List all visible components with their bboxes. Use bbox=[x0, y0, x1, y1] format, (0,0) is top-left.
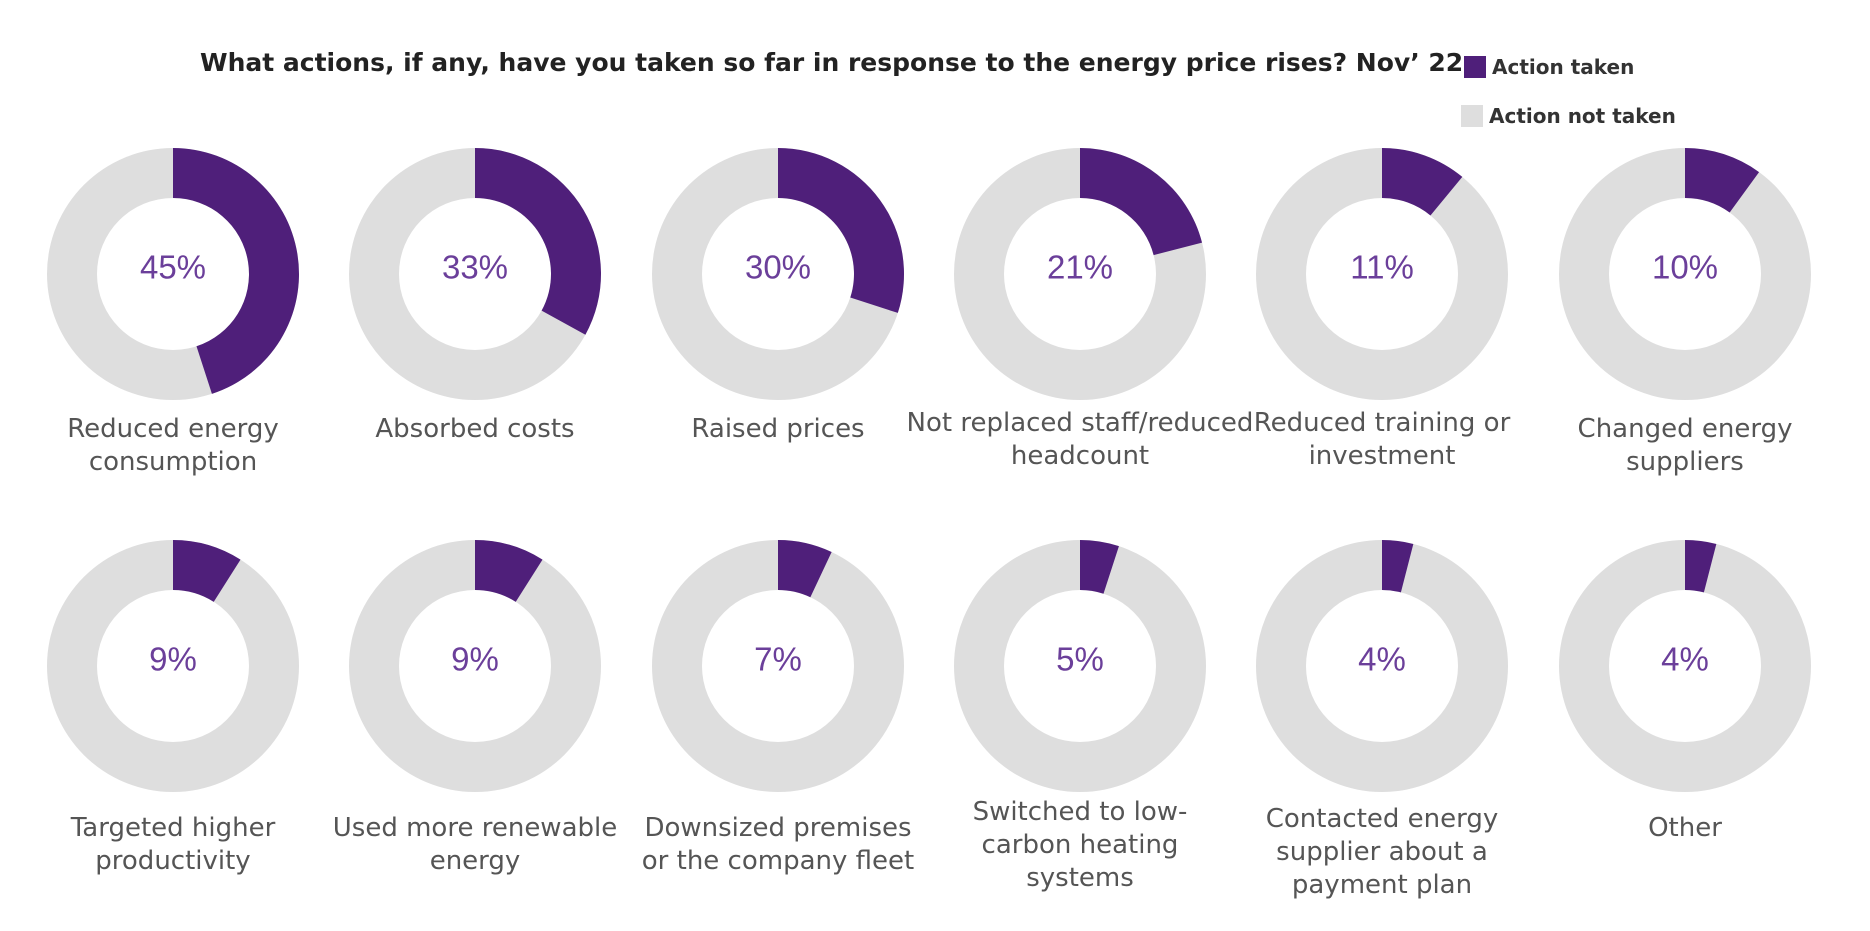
category-label: Not replaced staff/reduced headcount bbox=[907, 408, 1254, 471]
category-label: Reduced energy consumption bbox=[67, 414, 279, 477]
value-label: 5% bbox=[1056, 641, 1104, 678]
category-label: Absorbed costs bbox=[375, 414, 574, 444]
legend-label-action-not-taken: Action not taken bbox=[1489, 104, 1676, 128]
donut-slice-not-taken bbox=[1256, 540, 1508, 792]
category-label: Reduced training or investment bbox=[1254, 408, 1511, 471]
donut-other: 4% Other bbox=[1559, 540, 1811, 843]
value-label: 11% bbox=[1350, 249, 1414, 286]
donut-changed-energy-suppliers: 10% Changed energy suppliers bbox=[1559, 148, 1811, 477]
donut-slice-not-taken bbox=[47, 540, 299, 792]
category-label: Raised prices bbox=[691, 414, 864, 444]
donut-not-replaced-staff-reduced-headcount: 21% Not replaced staff/reduced headcount bbox=[907, 148, 1254, 471]
donut-slice-taken bbox=[778, 148, 904, 313]
category-label: Switched to low-carbon heating systems bbox=[973, 797, 1188, 893]
category-label-line: energy bbox=[430, 846, 521, 876]
chart-title: What actions, if any, have you taken so … bbox=[200, 48, 1463, 77]
category-label-line: investment bbox=[1309, 441, 1456, 471]
value-label: 9% bbox=[451, 641, 499, 678]
donut-slice-taken bbox=[173, 540, 241, 602]
category-label-line: Downsized premises bbox=[644, 813, 911, 843]
category-label-line: Reduced energy bbox=[67, 414, 279, 444]
donut-downsized-premises-or-the-company-fleet: 7% Downsized premises or the company fleet bbox=[642, 540, 914, 876]
donut-slice-taken bbox=[1685, 540, 1717, 593]
category-label-line: Not replaced staff/reduced bbox=[907, 408, 1254, 438]
category-label: Changed energy suppliers bbox=[1578, 414, 1793, 477]
donut-slice-taken bbox=[778, 540, 832, 598]
donut-slice-not-taken bbox=[349, 540, 601, 792]
category-label: Used more renewable energy bbox=[333, 813, 617, 876]
donut-used-more-renewable-energy: 9% Used more renewable energy bbox=[333, 540, 617, 876]
donut-slice-taken bbox=[1080, 148, 1203, 256]
donut-slice-not-taken bbox=[954, 540, 1206, 792]
donut-switched-to-low-carbon-heating-systems: 5% Switched to low-carbon heating systems bbox=[954, 540, 1206, 893]
donut-slice-not-taken bbox=[1256, 148, 1508, 400]
donut-slice-taken bbox=[173, 148, 300, 394]
category-label-line: Used more renewable bbox=[333, 813, 617, 843]
category-label-line: Absorbed costs bbox=[375, 414, 574, 444]
legend-swatch-action-taken bbox=[1464, 56, 1486, 78]
value-label: 21% bbox=[1047, 249, 1113, 286]
legend-swatch-action-not-taken bbox=[1461, 105, 1483, 127]
category-label-line: suppliers bbox=[1626, 447, 1744, 477]
value-label: 4% bbox=[1358, 641, 1406, 678]
donut-slice-not-taken bbox=[652, 540, 904, 792]
value-label: 10% bbox=[1652, 249, 1718, 286]
donut-absorbed-costs: 33% Absorbed costs bbox=[349, 148, 602, 444]
value-label: 7% bbox=[754, 641, 802, 678]
category-label: Downsized premises or the company fleet bbox=[642, 813, 914, 876]
category-label-line: systems bbox=[1026, 863, 1134, 893]
category-label-line: Switched to low- bbox=[973, 797, 1188, 827]
donut-targeted-higher-productivity: 9% Targeted higher productivity bbox=[47, 540, 299, 876]
donut-slice-taken bbox=[475, 540, 543, 602]
donut-slice-not-taken bbox=[1559, 148, 1811, 400]
category-label-line: Targeted higher bbox=[70, 813, 276, 843]
value-label: 45% bbox=[140, 249, 206, 286]
donut-slice-not-taken bbox=[1559, 540, 1811, 792]
legend: Action taken Action not taken bbox=[1461, 55, 1676, 128]
donut-slice-taken bbox=[1685, 148, 1760, 213]
category-label-line: carbon heating bbox=[982, 830, 1179, 860]
donut-slice-taken bbox=[1080, 540, 1119, 594]
category-label: Targeted higher productivity bbox=[70, 813, 276, 876]
value-label: 33% bbox=[442, 249, 508, 286]
category-label: Other bbox=[1648, 813, 1722, 843]
category-label-line: or the company fleet bbox=[642, 846, 914, 876]
category-label-line: payment plan bbox=[1292, 870, 1472, 900]
category-label-line: Changed energy bbox=[1578, 414, 1793, 444]
donut-contacted-energy-supplier-about-a-payment-plan: 4% Contacted energy supplier about a paymen… bbox=[1256, 540, 1508, 900]
category-label-line: headcount bbox=[1011, 441, 1149, 471]
donut-group: 45% Reduced energy consumption 33% Absorbed … bbox=[47, 148, 1811, 900]
donut-reduced-energy-consumption: 45% Reduced energy consumption bbox=[47, 148, 300, 477]
donut-reduced-training-or-investment: 11% Reduced training or investment bbox=[1254, 148, 1511, 471]
donut-slice-taken bbox=[1382, 540, 1414, 593]
category-label-line: productivity bbox=[95, 846, 250, 876]
category-label-line: Other bbox=[1648, 813, 1722, 843]
value-label: 9% bbox=[149, 641, 197, 678]
value-label: 30% bbox=[745, 249, 811, 286]
donut-slice-taken bbox=[475, 148, 602, 335]
donut-raised-prices: 30% Raised prices bbox=[652, 148, 904, 444]
category-label-line: Reduced training or bbox=[1254, 408, 1511, 438]
category-label-line: Raised prices bbox=[691, 414, 864, 444]
category-label-line: consumption bbox=[89, 447, 257, 477]
category-label-line: Contacted energy bbox=[1266, 804, 1499, 834]
legend-label-action-taken: Action taken bbox=[1492, 55, 1634, 79]
donut-slice-taken bbox=[1382, 148, 1463, 216]
value-label: 4% bbox=[1661, 641, 1709, 678]
category-label: Contacted energy supplier about a payment … bbox=[1266, 804, 1499, 900]
category-label-line: supplier about a bbox=[1276, 837, 1488, 867]
